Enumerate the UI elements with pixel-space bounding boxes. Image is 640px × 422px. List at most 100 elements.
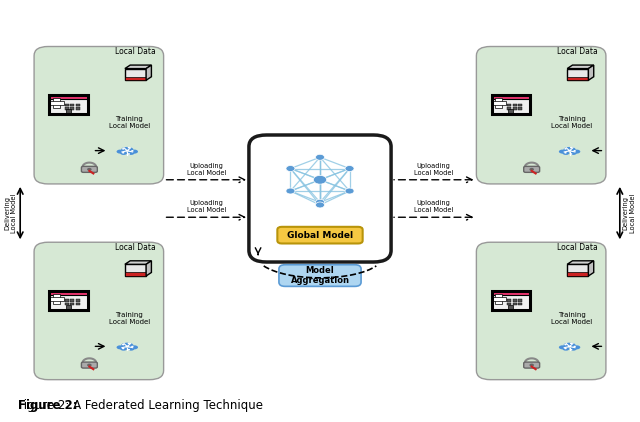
Text: Training
Local Model: Training Local Model — [109, 116, 150, 129]
Text: Uploading
Local Model: Uploading Local Model — [187, 200, 226, 213]
Ellipse shape — [127, 151, 134, 155]
Circle shape — [125, 150, 129, 152]
Circle shape — [127, 349, 130, 351]
Circle shape — [127, 343, 130, 344]
Polygon shape — [567, 65, 594, 69]
Circle shape — [570, 343, 572, 344]
FancyBboxPatch shape — [249, 135, 391, 262]
Ellipse shape — [570, 151, 577, 155]
Text: Local Data: Local Data — [115, 243, 156, 252]
FancyBboxPatch shape — [76, 103, 80, 106]
FancyBboxPatch shape — [65, 107, 68, 110]
FancyBboxPatch shape — [518, 299, 522, 302]
Circle shape — [122, 344, 124, 345]
FancyBboxPatch shape — [508, 305, 513, 310]
Circle shape — [316, 202, 324, 208]
Circle shape — [286, 188, 295, 194]
Ellipse shape — [559, 150, 566, 154]
Circle shape — [127, 147, 130, 149]
Polygon shape — [588, 65, 594, 80]
Ellipse shape — [116, 150, 124, 154]
Polygon shape — [125, 65, 152, 69]
FancyBboxPatch shape — [65, 303, 68, 306]
FancyBboxPatch shape — [125, 264, 146, 276]
FancyBboxPatch shape — [518, 303, 522, 306]
FancyBboxPatch shape — [81, 362, 97, 368]
Ellipse shape — [559, 345, 566, 349]
Circle shape — [122, 348, 124, 349]
Circle shape — [568, 346, 572, 348]
Ellipse shape — [131, 150, 138, 154]
FancyBboxPatch shape — [53, 98, 60, 108]
FancyBboxPatch shape — [567, 273, 588, 276]
Text: Local Data: Local Data — [557, 47, 598, 57]
FancyBboxPatch shape — [49, 291, 88, 295]
Ellipse shape — [573, 345, 580, 349]
FancyBboxPatch shape — [279, 265, 361, 287]
Text: Uploading
Local Model: Uploading Local Model — [414, 200, 453, 213]
FancyBboxPatch shape — [518, 107, 522, 110]
FancyBboxPatch shape — [53, 294, 60, 304]
Circle shape — [316, 199, 324, 205]
Text: Training
Local Model: Training Local Model — [551, 116, 592, 129]
Circle shape — [131, 346, 134, 347]
FancyBboxPatch shape — [492, 95, 530, 114]
FancyBboxPatch shape — [49, 297, 64, 301]
FancyBboxPatch shape — [495, 294, 502, 304]
Ellipse shape — [570, 347, 577, 351]
FancyBboxPatch shape — [513, 107, 516, 110]
Text: Delivering
Local Model: Delivering Local Model — [623, 193, 636, 233]
Text: Figure 2:: Figure 2: — [18, 399, 77, 412]
FancyBboxPatch shape — [76, 107, 80, 110]
Circle shape — [564, 348, 566, 349]
FancyBboxPatch shape — [70, 303, 74, 306]
Circle shape — [345, 165, 354, 171]
Text: Model
Aggregation: Model Aggregation — [291, 266, 349, 285]
Ellipse shape — [120, 347, 127, 351]
Ellipse shape — [563, 347, 570, 351]
FancyBboxPatch shape — [70, 299, 74, 302]
FancyBboxPatch shape — [34, 242, 164, 380]
FancyBboxPatch shape — [277, 227, 363, 243]
Polygon shape — [588, 261, 594, 276]
Circle shape — [127, 153, 130, 155]
FancyBboxPatch shape — [513, 303, 516, 306]
Circle shape — [564, 148, 566, 150]
FancyBboxPatch shape — [492, 291, 530, 295]
FancyBboxPatch shape — [508, 109, 513, 114]
Polygon shape — [567, 261, 594, 264]
Text: Global Model: Global Model — [287, 231, 353, 240]
FancyBboxPatch shape — [567, 264, 588, 276]
Text: Local Data: Local Data — [557, 243, 598, 252]
Circle shape — [573, 346, 576, 347]
Ellipse shape — [127, 347, 134, 351]
Text: Uploading
Local Model: Uploading Local Model — [187, 162, 226, 176]
Circle shape — [568, 150, 572, 152]
Ellipse shape — [121, 343, 133, 348]
Circle shape — [125, 346, 129, 348]
Circle shape — [345, 188, 354, 194]
Circle shape — [286, 165, 295, 171]
FancyBboxPatch shape — [34, 46, 164, 184]
FancyBboxPatch shape — [476, 242, 606, 380]
FancyBboxPatch shape — [49, 95, 88, 99]
Circle shape — [122, 152, 124, 154]
FancyBboxPatch shape — [518, 103, 522, 106]
Text: Local Data: Local Data — [115, 47, 156, 57]
Text: Training
Local Model: Training Local Model — [109, 312, 150, 325]
FancyBboxPatch shape — [76, 303, 80, 306]
FancyBboxPatch shape — [508, 103, 511, 106]
FancyBboxPatch shape — [66, 305, 71, 310]
FancyBboxPatch shape — [76, 299, 80, 302]
Ellipse shape — [563, 151, 570, 155]
Circle shape — [570, 349, 572, 351]
FancyBboxPatch shape — [513, 299, 516, 302]
Ellipse shape — [116, 345, 124, 349]
Polygon shape — [146, 261, 152, 276]
FancyBboxPatch shape — [508, 303, 511, 306]
FancyBboxPatch shape — [508, 107, 511, 110]
Ellipse shape — [120, 151, 127, 155]
Text: Figure 2: A Federated Learning Technique: Figure 2: A Federated Learning Technique — [18, 399, 263, 412]
Text: Training
Local Model: Training Local Model — [551, 312, 592, 325]
Circle shape — [564, 152, 566, 154]
